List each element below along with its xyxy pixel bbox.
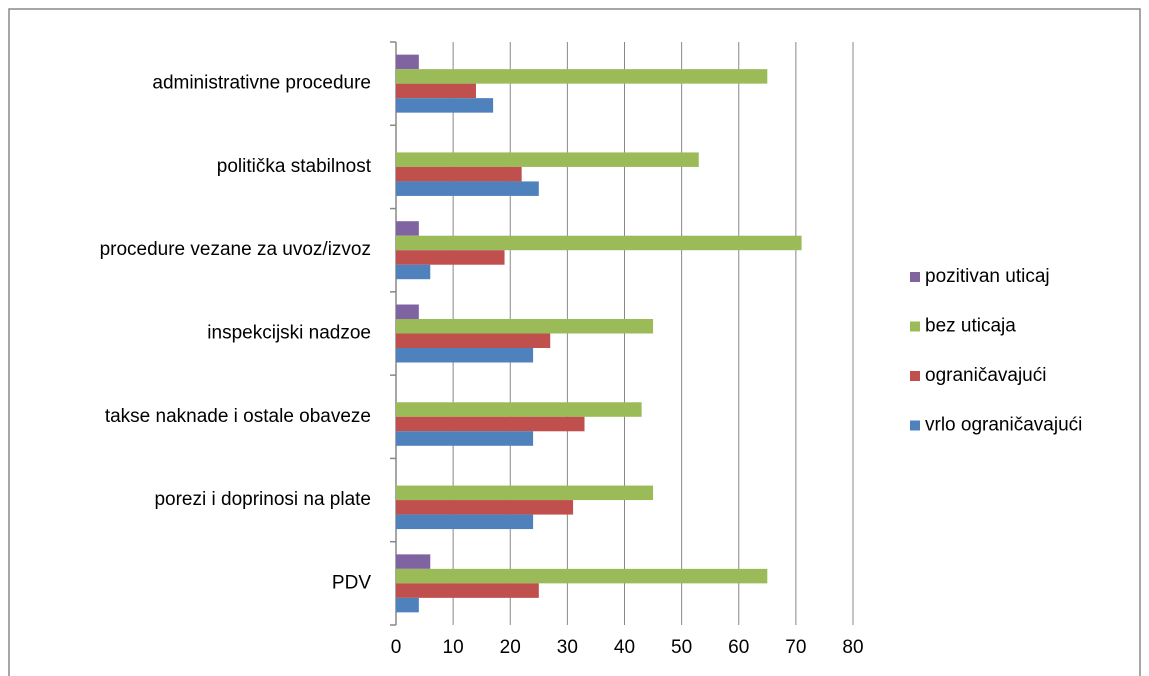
- bar: [396, 597, 419, 613]
- y-tick-label: procedure vezane za uvoz/izvoz: [100, 239, 371, 260]
- bar: [396, 500, 574, 515]
- bar: [396, 568, 768, 584]
- x-tick-label: 20: [500, 637, 521, 658]
- y-tick-label: porezi i doprinosi na plate: [154, 489, 371, 510]
- bar: [396, 348, 534, 363]
- bar: [396, 152, 699, 167]
- bar: [396, 485, 654, 501]
- chart-border: [8, 8, 1141, 676]
- bar: [396, 304, 419, 319]
- x-tick-label: 50: [671, 637, 692, 658]
- bar: [396, 319, 654, 334]
- bar: [396, 264, 431, 280]
- bar: [396, 54, 419, 70]
- x-tick-label: 0: [391, 637, 402, 658]
- y-tick-label: administrativne procedure: [152, 73, 371, 94]
- x-tick-label: 10: [443, 637, 464, 658]
- bar: [396, 83, 476, 99]
- x-tick-label: 80: [842, 637, 863, 658]
- legend-label: bez uticaja: [925, 316, 1016, 337]
- x-tick-label: 40: [614, 637, 635, 658]
- y-tick-label: PDV: [332, 572, 371, 593]
- y-tick-label: inspekcijski nadzoe: [207, 323, 371, 344]
- legend-swatch: [910, 321, 920, 332]
- bar: [396, 69, 768, 84]
- x-tick-label: 60: [728, 637, 749, 658]
- bar: [396, 221, 419, 236]
- bar: [396, 402, 642, 417]
- bar: [396, 181, 539, 196]
- legend-label: pozitivan uticaj: [925, 266, 1050, 287]
- x-tick-label: 70: [785, 637, 806, 658]
- bar: [396, 416, 585, 432]
- bar: [396, 431, 534, 446]
- legend-label: vrlo ograničavajući: [925, 415, 1082, 436]
- bar: [396, 235, 802, 251]
- bar: [396, 98, 494, 113]
- legend-swatch: [910, 371, 920, 381]
- bar: [396, 166, 522, 182]
- bar: [396, 250, 505, 265]
- bar: [396, 583, 539, 598]
- legend-label: ograničavajući: [925, 365, 1046, 386]
- y-tick-label: politička stabilnost: [217, 156, 372, 177]
- bar: [396, 554, 431, 569]
- legend-swatch: [910, 272, 920, 282]
- x-tick-label: 30: [557, 637, 578, 658]
- bar: [396, 333, 551, 348]
- y-tick-label: takse naknade i ostale obaveze: [105, 406, 371, 427]
- legend-swatch: [910, 420, 920, 431]
- bar: [396, 514, 534, 530]
